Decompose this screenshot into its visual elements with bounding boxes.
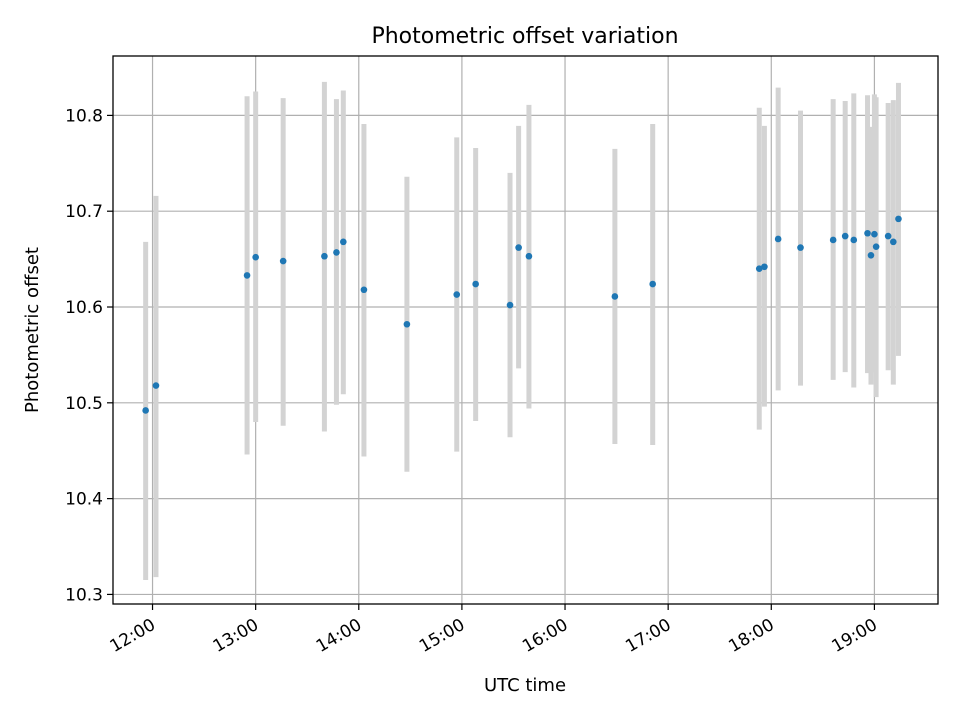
data-point [515, 244, 522, 251]
y-axis-label: Photometric offset [22, 247, 43, 413]
data-point [360, 286, 368, 294]
data-point [611, 293, 619, 300]
data-point [525, 252, 533, 260]
data-point [867, 251, 875, 259]
data-point [243, 272, 251, 279]
data-point [649, 280, 656, 288]
data-point [774, 235, 782, 243]
data-point [872, 243, 880, 250]
y-tick-label: 10.4 [65, 490, 103, 510]
data-point [797, 244, 804, 251]
data-point [761, 263, 768, 271]
data-point [333, 249, 340, 256]
data-point [841, 232, 849, 240]
data-point [755, 265, 763, 272]
chart-title: Photometric offset variation [371, 24, 678, 49]
data-point [890, 238, 897, 246]
data-point [864, 229, 871, 237]
x-axis-label: UTC time [484, 675, 566, 696]
data-point [829, 236, 837, 244]
data-point [252, 253, 259, 261]
data-points [142, 215, 902, 414]
y-tick-label: 10.5 [65, 394, 103, 414]
data-point [403, 320, 411, 328]
data-point [340, 238, 347, 246]
data-point [453, 291, 461, 298]
y-axis-ticks: 10.3 10.4 10.5 10.6 10.7 10.8 [65, 106, 113, 605]
data-point [142, 407, 149, 414]
data-point [871, 230, 878, 238]
plot-area-frame [112, 55, 939, 605]
y-tick-label: 10.8 [65, 106, 103, 126]
data-point [321, 252, 328, 260]
data-point [850, 236, 858, 244]
y-tick-label: 10.7 [65, 202, 103, 222]
data-point [472, 280, 479, 288]
y-tick-label: 10.3 [65, 585, 103, 605]
data-point [279, 257, 287, 265]
data-point [152, 382, 160, 389]
data-point [895, 215, 902, 223]
data-point [884, 232, 892, 240]
data-point [506, 301, 514, 309]
y-tick-label: 10.6 [65, 298, 103, 318]
